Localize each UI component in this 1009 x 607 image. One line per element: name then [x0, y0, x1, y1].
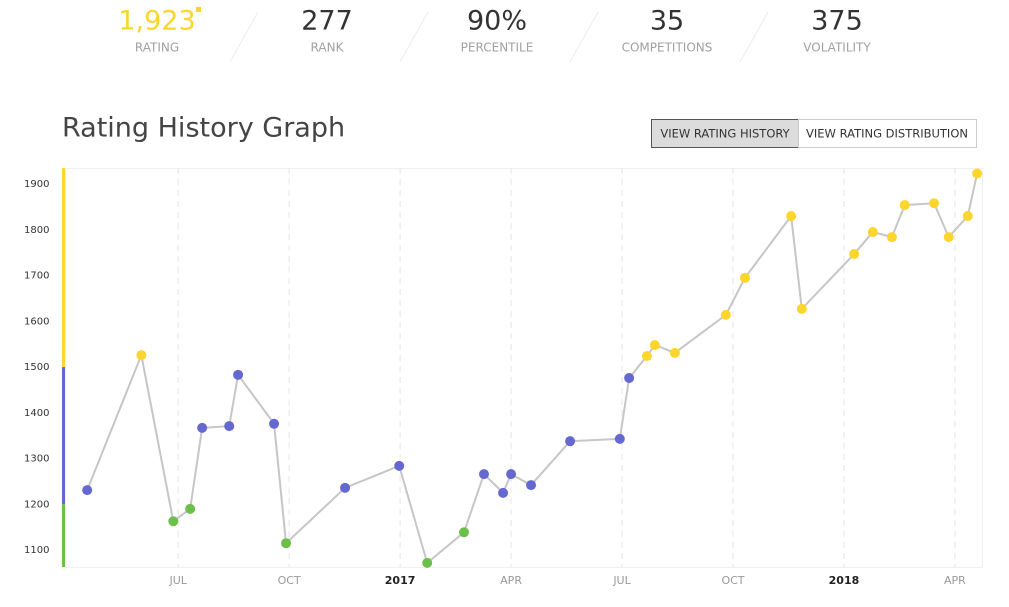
chart-title: Rating History Graph — [62, 113, 345, 144]
star-icon — [196, 7, 201, 12]
rating-point — [233, 369, 244, 380]
stat-label: VOLATILITY — [803, 41, 871, 55]
stat-value: 375 — [811, 6, 863, 37]
rating-point — [136, 350, 147, 361]
rating-point — [478, 469, 489, 480]
rating-point — [340, 482, 351, 493]
x-tick-label: APR — [944, 574, 966, 587]
rating-point — [526, 480, 537, 491]
tab-button-label[interactable]: VIEW RATING HISTORY — [660, 127, 790, 141]
rating-point — [849, 249, 860, 260]
rating-point — [786, 211, 797, 222]
rating-point — [886, 232, 897, 243]
x-tick-label: APR — [500, 574, 522, 587]
x-tick-label: JUL — [612, 574, 631, 587]
rating-point — [498, 487, 509, 498]
x-tick-label: 2017 — [385, 574, 416, 587]
x-tick-label: OCT — [278, 574, 301, 587]
rating-point — [669, 347, 680, 358]
band-bar — [62, 504, 65, 567]
rating-point — [962, 211, 973, 222]
band-bar — [62, 367, 65, 505]
rating-point — [281, 538, 292, 549]
y-tick-label: 1500 — [24, 362, 49, 373]
stats — [229, 11, 769, 63]
stat-value: 1,923 — [118, 6, 195, 37]
rating-point — [624, 373, 635, 384]
rating-point — [82, 485, 93, 496]
stat-value: 90% — [467, 6, 527, 37]
rating-point — [459, 527, 470, 538]
plot-frame — [65, 168, 983, 568]
stat-label: RANK — [311, 41, 345, 55]
rating-point — [422, 557, 433, 568]
band-bar — [62, 168, 65, 368]
rating-point — [565, 436, 576, 447]
stat-label: COMPETITIONS — [622, 41, 713, 55]
rating-point — [720, 309, 731, 320]
stat-label: RATING — [135, 41, 179, 55]
rating-point — [739, 272, 750, 283]
rating-point — [614, 433, 625, 444]
rating-point — [796, 303, 807, 314]
y-tick-label: 1300 — [24, 454, 49, 465]
y-tick-label: 1700 — [24, 271, 49, 282]
rating-point — [649, 340, 660, 351]
rating-point — [972, 168, 983, 179]
rating-point — [641, 351, 652, 362]
y-tick-label: 1200 — [24, 499, 49, 510]
x-tick-label: JUL — [168, 574, 187, 587]
tab-button[interactable] — [651, 119, 799, 148]
rating-point — [899, 200, 910, 211]
rating-point — [867, 227, 878, 238]
rating-point — [929, 198, 940, 209]
y-tick-label: 1900 — [24, 179, 49, 190]
y-tick-label: 1600 — [24, 316, 49, 327]
stat-value: 35 — [650, 6, 684, 37]
x-tick-label: OCT — [721, 574, 744, 587]
rating-point — [168, 516, 179, 527]
stat-value: 277 — [301, 6, 353, 37]
x-tick-label: 2018 — [829, 574, 860, 587]
stat-label: PERCENTILE — [461, 41, 534, 55]
rating-point — [197, 422, 208, 433]
tab-button[interactable] — [798, 119, 977, 148]
y-tick-label: 1400 — [24, 408, 49, 419]
rating-point — [224, 421, 235, 432]
rating-point — [269, 418, 280, 429]
rating-point — [185, 503, 196, 514]
rating-point — [506, 469, 517, 480]
y-tick-label: 1800 — [24, 225, 49, 236]
rating-point — [943, 232, 954, 243]
plot: 1100 1200 1300 1400 1500 1600 1700 1800 1900 JUL O… — [24, 168, 983, 587]
rating-point — [394, 460, 405, 471]
tab-button-label[interactable]: VIEW RATING DISTRIBUTION — [806, 127, 968, 141]
y-tick-label: 1100 — [24, 545, 49, 556]
